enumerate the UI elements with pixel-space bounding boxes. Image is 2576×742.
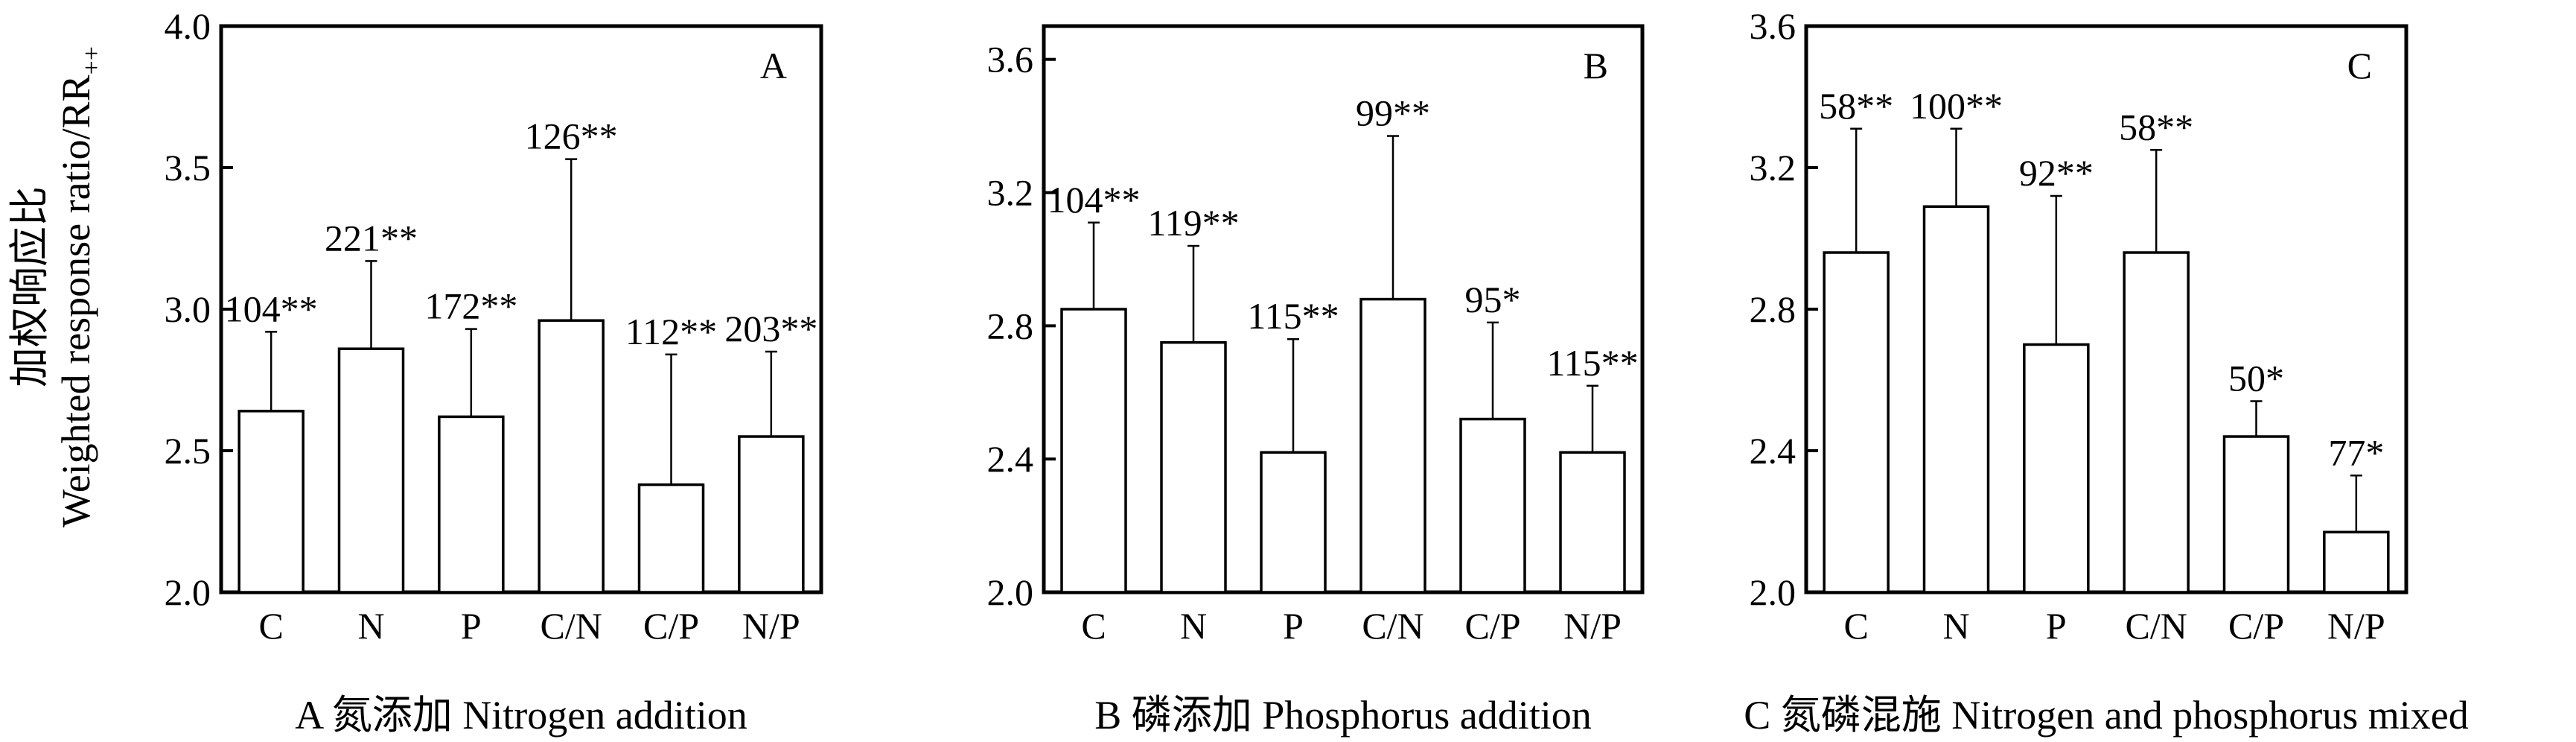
bar	[738, 435, 805, 594]
bar-value-label: 203**	[724, 308, 817, 349]
y-axis-label-chinese: 加权响应比	[7, 186, 52, 387]
y-tick-label: 3.5	[165, 147, 211, 188]
chart-panel-c: 2.0 2.4 2.8 3.2 3.6 58** C 100** N 92** P 58** C/N 50…	[1744, 5, 2468, 738]
bar-value-label: 115**	[1247, 295, 1339, 337]
bar	[1559, 451, 1626, 594]
x-tick-label: P	[2046, 605, 2067, 647]
x-tick-label: N/P	[2327, 605, 2385, 647]
y-tick-label: 3.2	[987, 172, 1034, 214]
bar-value-label: 77*	[2328, 431, 2384, 473]
y-tick-label: 2.4	[1750, 430, 1796, 472]
x-tick-label: P	[1283, 605, 1304, 647]
bar	[1060, 308, 1127, 594]
x-tick-label: C/N	[540, 605, 602, 647]
bar-value-label: 99**	[1356, 92, 1430, 134]
x-tick-label: C	[1081, 605, 1106, 647]
chart-panels: 2.0 2.5 3.0 3.5 4.0 104** C 221** N 172** P 126** C/…	[165, 5, 2469, 738]
y-axis-label: 加权响应比 Weighted response ratio/RR++	[7, 46, 106, 527]
bar	[2323, 530, 2390, 594]
bar-value-label: 50*	[2228, 358, 2284, 399]
x-tick-label: C	[258, 605, 283, 647]
plot-frame	[1804, 24, 2408, 594]
bar	[2023, 343, 2090, 594]
x-tick-label: C/P	[643, 605, 699, 647]
bar	[1160, 340, 1227, 594]
bar-value-label: 112**	[625, 311, 717, 352]
x-tick-label: P	[461, 605, 482, 647]
y-tick-label: 2.8	[1750, 288, 1796, 330]
bar	[1459, 417, 1526, 594]
panel-caption: A 氮添加 Nitrogen addition	[295, 693, 747, 738]
bar-value-label: 92**	[2019, 152, 2094, 194]
y-tick-label: 4.0	[165, 5, 211, 47]
y-tick-label: 2.0	[1750, 571, 1796, 613]
bar	[2222, 435, 2290, 594]
x-tick-label: N	[1180, 605, 1207, 647]
y-tick-label: 2.0	[165, 571, 211, 613]
x-tick-label: N	[1942, 605, 1969, 647]
panel-caption: C 氮磷混施 Nitrogen and phosphorus mixed	[1744, 693, 2468, 738]
bar-value-label: 115**	[1546, 342, 1638, 384]
bar	[2123, 251, 2190, 594]
bar	[237, 410, 305, 594]
bar	[538, 319, 605, 594]
bar	[1260, 451, 1327, 594]
chart-panel-a: 2.0 2.5 3.0 3.5 4.0 104** C 221** N 172** P 126** C/…	[165, 5, 823, 738]
bar-value-label: 95*	[1465, 279, 1521, 320]
panel-caption: B 磷添加 Phosphorus addition	[1094, 693, 1592, 738]
plot-frame	[1042, 24, 1645, 594]
x-tick-label: C/N	[1362, 605, 1424, 647]
y-axis-label-english: Weighted response ratio/RR++	[54, 46, 106, 527]
panel-letter: A	[760, 45, 787, 86]
y-tick-label: 2.8	[987, 305, 1034, 346]
x-tick-label: C/N	[2125, 605, 2187, 647]
y-axis-label-subscript: ++	[78, 46, 106, 74]
x-tick-label: C	[1843, 605, 1868, 647]
x-tick-label: C/P	[2228, 605, 2284, 647]
panel-letter: C	[2347, 45, 2372, 86]
x-tick-label: C/P	[1464, 605, 1520, 647]
y-tick-label: 3.0	[165, 288, 211, 330]
y-tick-label: 2.0	[987, 571, 1034, 613]
y-tick-label: 3.6	[1750, 5, 1796, 47]
y-tick-label: 2.5	[165, 430, 211, 472]
bar	[1823, 251, 1890, 594]
bar	[438, 415, 505, 594]
y-tick-label: 3.2	[1750, 147, 1796, 188]
bar	[637, 483, 705, 594]
bar-value-label: 119**	[1147, 202, 1239, 244]
bar-value-label: 221**	[325, 217, 418, 259]
bar-value-label: 58**	[1819, 85, 1893, 127]
bar-value-label: 172**	[424, 285, 517, 327]
bar	[1922, 205, 1990, 594]
bar	[1359, 297, 1426, 594]
x-tick-label: N	[357, 605, 384, 647]
y-tick-label: 3.6	[987, 39, 1034, 80]
bar-value-label: 58**	[2119, 106, 2193, 148]
panel-letter: B	[1584, 45, 1608, 86]
bar-value-label: 104**	[225, 288, 318, 329]
chart-panel-b: 2.0 2.4 2.8 3.2 3.6 104** C 119** N 115** P 99** C/N…	[987, 24, 1645, 738]
y-tick-label: 2.4	[987, 438, 1034, 480]
bar	[337, 347, 405, 594]
bar-value-label: 100**	[1910, 85, 2003, 127]
bar-value-label: 126**	[525, 115, 618, 157]
x-tick-label: N/P	[742, 605, 800, 647]
bar-value-label: 104**	[1048, 179, 1141, 221]
x-tick-label: N/P	[1563, 605, 1622, 647]
